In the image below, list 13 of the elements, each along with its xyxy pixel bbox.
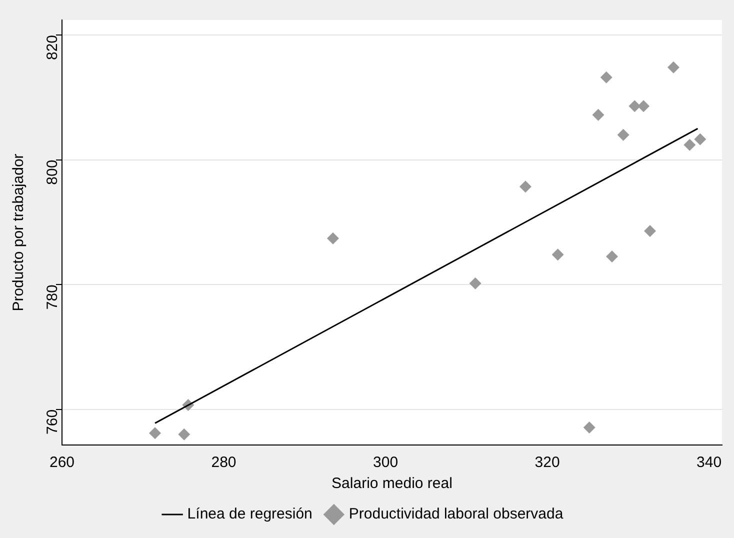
x-tick-label: 300 <box>373 454 398 472</box>
y-tick-label: 800 <box>44 160 62 185</box>
x-axis-title: Salario medio real <box>332 475 452 492</box>
x-tick-label: 260 <box>49 454 75 472</box>
x-tick-label: 340 <box>696 454 722 472</box>
y-tick-label: 820 <box>44 34 62 60</box>
x-tick-label: 320 <box>534 454 560 472</box>
y-tick-label: 780 <box>44 284 62 310</box>
x-tick-label: 280 <box>211 454 236 472</box>
legend-label: Productividad laboral observada <box>348 506 564 523</box>
legend-label: Línea de regresión <box>187 506 312 523</box>
y-tick-label: 760 <box>44 409 62 434</box>
y-axis-title: Producto por trabajador <box>10 154 28 312</box>
